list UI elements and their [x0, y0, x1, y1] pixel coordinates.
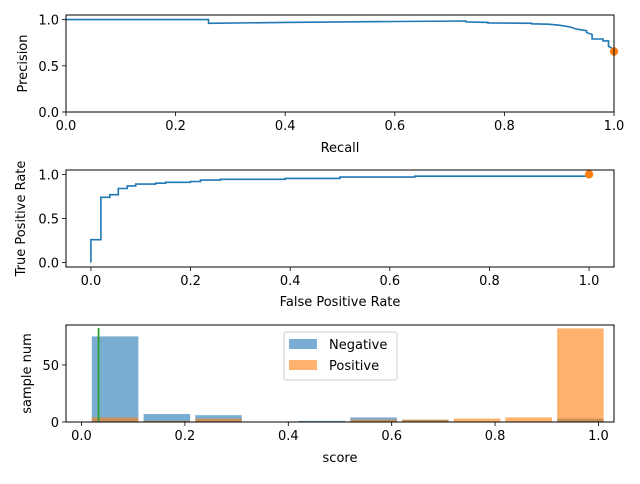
histogram-bar-positive — [350, 419, 397, 422]
histogram-bar-positive — [143, 420, 191, 422]
y-tick-label: 0.5 — [38, 60, 59, 75]
pr-y-axis-label: Precision — [16, 34, 31, 92]
histogram-bar-positive — [453, 418, 501, 422]
x-tick-label: 1.0 — [588, 429, 609, 444]
histogram-y-axis-label: sample num — [20, 333, 35, 414]
pr-x-axis-label: Recall — [321, 141, 360, 156]
x-tick-label: 0.4 — [275, 119, 296, 134]
histogram-bar-positive — [505, 417, 552, 422]
x-tick-label: 1.0 — [579, 274, 600, 289]
legend-label-negative: Negative — [329, 338, 387, 353]
x-tick-label: 0.2 — [175, 429, 196, 444]
x-tick-label: 0.8 — [479, 274, 500, 289]
y-tick-label: 0.0 — [38, 106, 59, 121]
pr-subplot: 0.0 0.2 0.4 0.6 0.8 1.0 0.0 0.5 1.0 Recall Prec… — [16, 14, 624, 156]
x-tick-label: 0.8 — [494, 119, 515, 134]
legend-label-positive: Positive — [329, 359, 379, 374]
x-tick-label: 0.8 — [485, 429, 506, 444]
histogram-axes-frame — [65, 324, 615, 423]
roc-y-axis-label: True Positive Rate — [14, 161, 29, 278]
x-tick-label: 0.0 — [81, 274, 102, 289]
x-tick-label: 1.0 — [604, 119, 625, 134]
histogram-x-axis-label: score — [323, 451, 358, 466]
histogram-legend: Negative Positive — [283, 331, 398, 381]
pr-curve-line — [66, 18, 615, 50]
threshold-point-marker — [584, 170, 594, 179]
x-tick-label: 0.0 — [56, 119, 77, 134]
x-tick-label: 0.4 — [278, 429, 299, 444]
roc-x-axis-label: False Positive Rate — [280, 295, 401, 310]
roc-subplot: 0.0 0.2 0.4 0.6 0.8 1.0 0.0 0.5 1.0 False Posit… — [14, 161, 615, 310]
legend-swatch-negative — [289, 339, 317, 349]
histogram-bar-negative — [91, 336, 139, 422]
histogram-bar-positive — [402, 419, 449, 422]
x-tick-label: 0.4 — [280, 274, 301, 289]
histogram-bar-negative — [298, 420, 346, 422]
y-tick-label: 50 — [42, 359, 59, 374]
histogram-bar-positive — [195, 418, 242, 422]
y-tick-label: 0.0 — [38, 257, 59, 272]
x-tick-label: 0.6 — [381, 429, 402, 444]
x-tick-label: 0.6 — [379, 274, 400, 289]
y-tick-label: 0 — [51, 416, 59, 431]
x-tick-label: 0.2 — [165, 119, 186, 134]
y-tick-label: 0.5 — [38, 213, 59, 228]
legend-swatch-positive — [289, 360, 317, 370]
histogram-bar-positive — [557, 328, 604, 422]
y-tick-label: 1.0 — [38, 14, 59, 29]
histogram-bar-positive — [91, 417, 139, 422]
histogram-bar-negative — [143, 414, 191, 422]
roc-curve-line — [90, 175, 590, 263]
pr-axes-frame — [65, 14, 615, 113]
histogram-subplot: 0.0 0.2 0.4 0.6 0.8 1.0 050 score sample num … — [20, 324, 615, 466]
x-tick-label: 0.6 — [384, 119, 405, 134]
y-tick-label: 1.0 — [38, 168, 59, 183]
x-tick-label: 0.0 — [71, 429, 92, 444]
x-tick-label: 0.2 — [180, 274, 201, 289]
